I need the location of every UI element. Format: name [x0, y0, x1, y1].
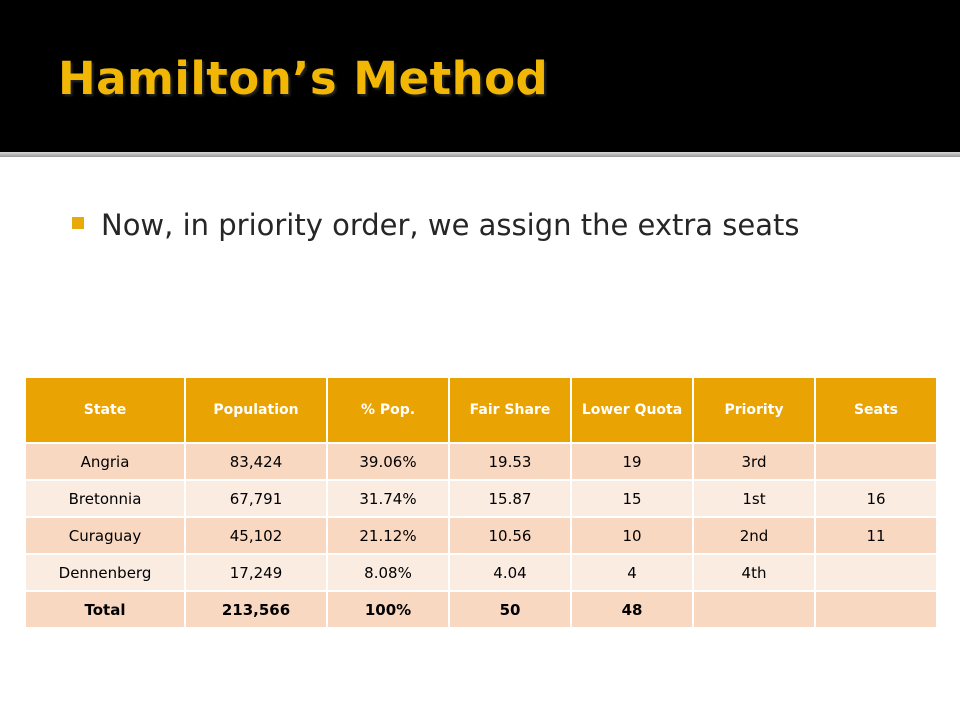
- table-total-row: Total 213,566 100% 50 48: [24, 590, 938, 629]
- cell-population: 67,791: [184, 479, 328, 518]
- slide-title: Hamilton’s Method: [58, 52, 549, 105]
- total-population: 213,566: [184, 590, 328, 629]
- title-bar: [0, 0, 960, 152]
- bullet-point: Now, in priority order, we assign the ex…: [72, 203, 832, 248]
- cell-priority: 1st: [692, 479, 816, 518]
- total-fair-share: 50: [448, 590, 572, 629]
- cell-seats: 11: [814, 516, 938, 555]
- table-row: Bretonnia 67,791 31.74% 15.87 15 1st 16: [24, 479, 938, 518]
- table-row: Angria 83,424 39.06% 19.53 19 3rd: [24, 442, 938, 481]
- table-row: Dennenberg 17,249 8.08% 4.04 4 4th: [24, 553, 938, 592]
- cell-state: Bretonnia: [24, 479, 186, 518]
- cell-percent-pop: 39.06%: [326, 442, 450, 481]
- cell-seats: 16: [814, 479, 938, 518]
- bullet-text: Now, in priority order, we assign the ex…: [101, 208, 800, 242]
- cell-fair-share: 4.04: [448, 553, 572, 592]
- cell-state: Dennenberg: [24, 553, 186, 592]
- cell-lower-quota: 4: [570, 553, 694, 592]
- title-divider: [0, 152, 960, 157]
- header-percent-pop: % Pop.: [326, 376, 450, 444]
- square-bullet-icon: [72, 217, 84, 229]
- cell-percent-pop: 31.74%: [326, 479, 450, 518]
- header-priority: Priority: [692, 376, 816, 444]
- cell-percent-pop: 8.08%: [326, 553, 450, 592]
- header-lower-quota: Lower Quota: [570, 376, 694, 444]
- cell-fair-share: 19.53: [448, 442, 572, 481]
- cell-state: Curaguay: [24, 516, 186, 555]
- total-lower-quota: 48: [570, 590, 694, 629]
- cell-priority: 3rd: [692, 442, 816, 481]
- cell-population: 45,102: [184, 516, 328, 555]
- header-fair-share: Fair Share: [448, 376, 572, 444]
- table-header-row: State Population % Pop. Fair Share Lower…: [24, 376, 938, 444]
- cell-seats: [814, 442, 938, 481]
- total-label: Total: [24, 590, 186, 629]
- header-population: Population: [184, 376, 328, 444]
- cell-lower-quota: 19: [570, 442, 694, 481]
- apportionment-table: State Population % Pop. Fair Share Lower…: [24, 376, 938, 629]
- cell-priority: 4th: [692, 553, 816, 592]
- total-seats: [814, 590, 938, 629]
- cell-seats: [814, 553, 938, 592]
- header-seats: Seats: [814, 376, 938, 444]
- table-row: Curaguay 45,102 21.12% 10.56 10 2nd 11: [24, 516, 938, 555]
- total-percent-pop: 100%: [326, 590, 450, 629]
- header-state: State: [24, 376, 186, 444]
- cell-lower-quota: 15: [570, 479, 694, 518]
- cell-priority: 2nd: [692, 516, 816, 555]
- cell-lower-quota: 10: [570, 516, 694, 555]
- cell-population: 17,249: [184, 553, 328, 592]
- cell-fair-share: 10.56: [448, 516, 572, 555]
- cell-percent-pop: 21.12%: [326, 516, 450, 555]
- cell-fair-share: 15.87: [448, 479, 572, 518]
- total-priority: [692, 590, 816, 629]
- cell-population: 83,424: [184, 442, 328, 481]
- cell-state: Angria: [24, 442, 186, 481]
